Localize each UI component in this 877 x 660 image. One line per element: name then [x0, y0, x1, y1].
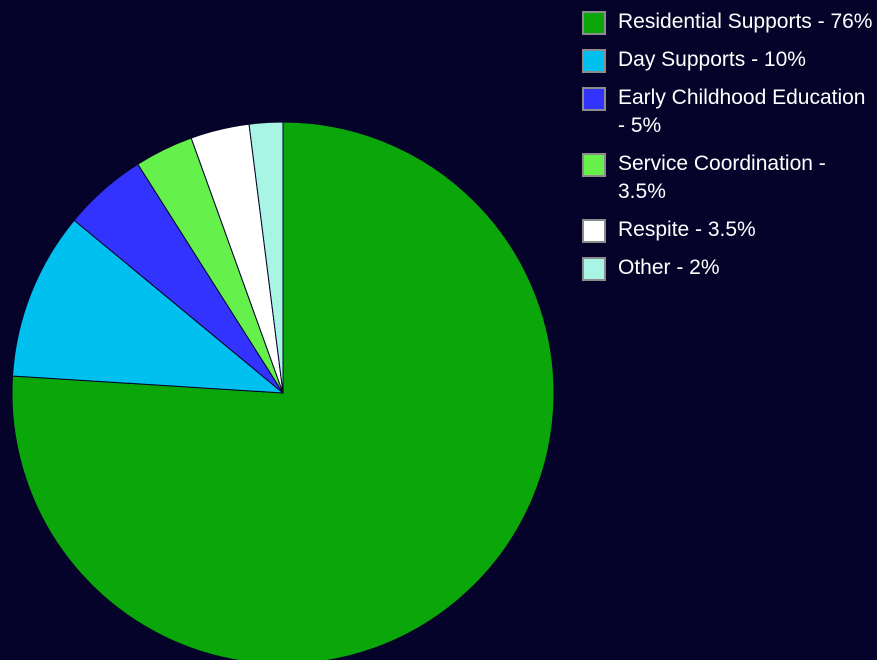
legend-swatch: [582, 87, 606, 111]
legend-item: Respite - 3.5%: [582, 216, 877, 244]
legend-swatch: [582, 153, 606, 177]
legend-label: Day Supports - 10%: [618, 48, 806, 71]
legend-swatch: [582, 257, 606, 281]
legend-swatch: [582, 49, 606, 73]
legend-label: Early Childhood Education - 5%: [618, 86, 866, 137]
legend-label: Residential Supports - 76%: [618, 10, 873, 33]
legend: Residential Supports - 76% Day Supports -…: [582, 8, 877, 292]
legend-label: Other - 2%: [618, 256, 720, 279]
legend-item: Service Coordination - 3.5%: [582, 150, 877, 206]
legend-item: Early Childhood Education - 5%: [582, 84, 877, 140]
legend-swatch: [582, 11, 606, 35]
legend-item: Residential Supports - 76%: [582, 8, 877, 36]
pie-slice-5: [248, 121, 284, 394]
legend-label: Respite - 3.5%: [618, 218, 756, 241]
legend-label: Service Coordination - 3.5%: [618, 152, 826, 203]
pie-slice-1: [12, 219, 285, 394]
legend-swatch: [582, 219, 606, 243]
legend-item: Day Supports - 10%: [582, 46, 877, 74]
legend-item: Other - 2%: [582, 254, 877, 282]
